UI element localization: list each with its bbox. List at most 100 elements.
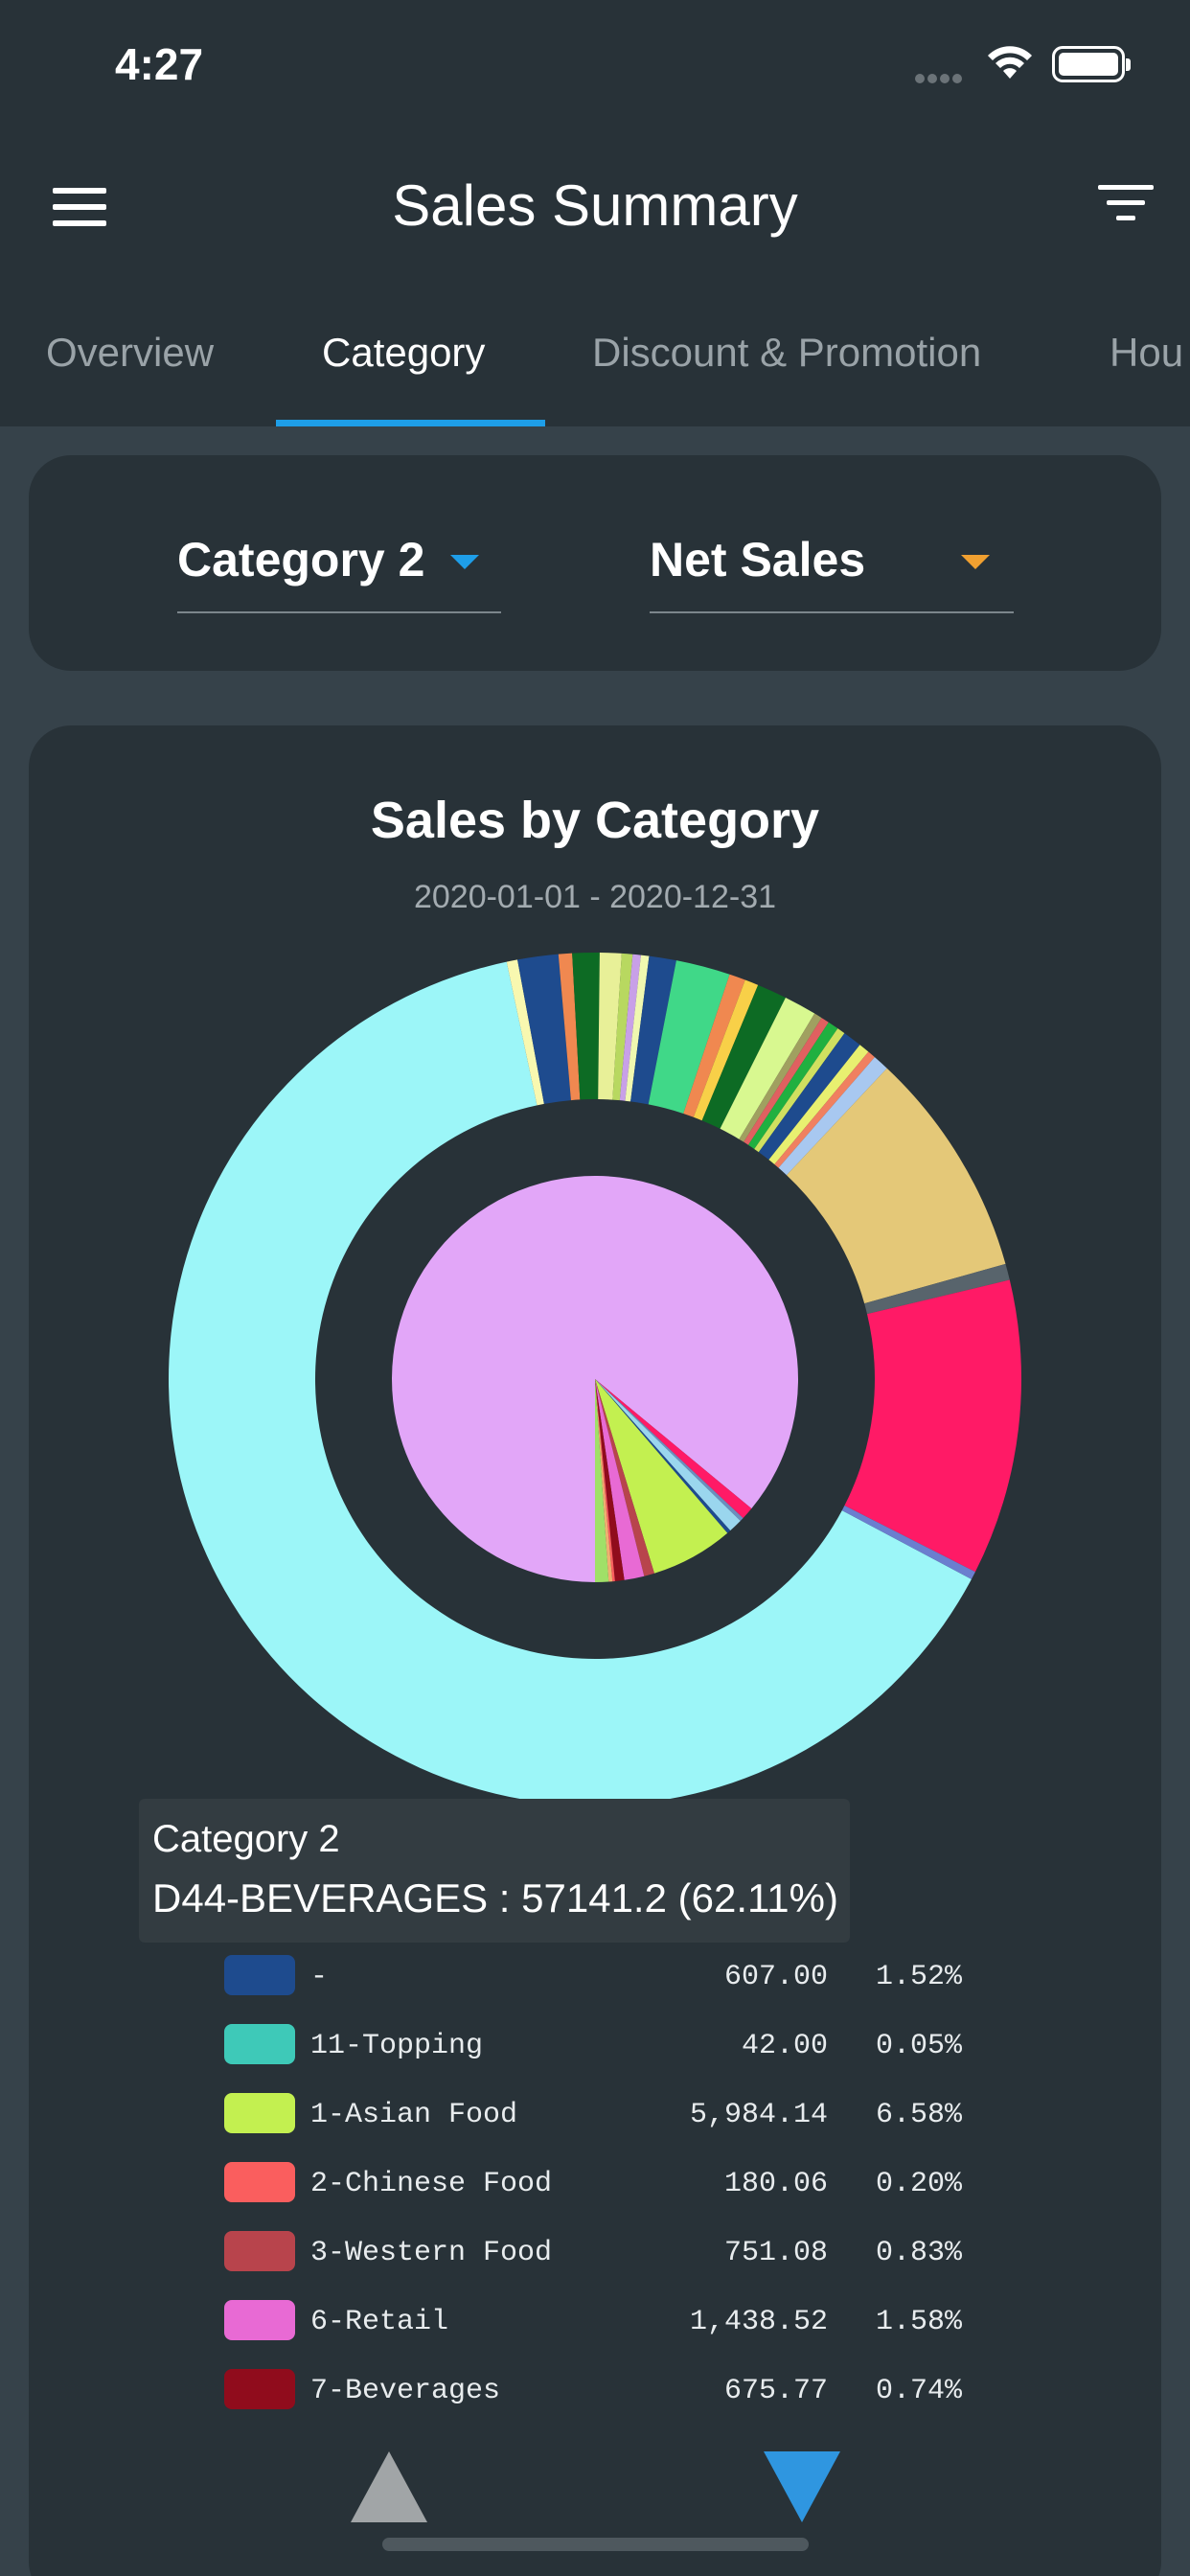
metric-dropdown[interactable]: Net Sales: [650, 532, 1014, 613]
outer-ring-slice[interactable]: [612, 953, 633, 1101]
legend-name: -: [310, 1961, 329, 1993]
outer-ring-slice[interactable]: [517, 954, 571, 1104]
legend-name: 2-Chinese Food: [310, 2168, 553, 2200]
legend-swatch: [224, 1955, 295, 1995]
legend-page-up-arrow-icon[interactable]: [351, 2451, 427, 2522]
inner-pie-slice[interactable]: [595, 1379, 615, 1582]
legend-item[interactable]: 2-Chinese Food 180.06 0.20%: [224, 2158, 991, 2206]
legend-percent: 1.58%: [875, 2306, 962, 2338]
active-tab-indicator: [276, 420, 545, 426]
legend-swatch: [224, 2369, 295, 2409]
inner-pie-slice[interactable]: [595, 1379, 741, 1531]
tooltip-value: D44-BEVERAGES : 57141.2 (62.11%): [152, 1875, 838, 1920]
tab-hourly[interactable]: Hou: [1110, 330, 1184, 375]
legend-name: 6-Retail: [310, 2306, 449, 2338]
home-indicator: [382, 2538, 809, 2551]
legend-item[interactable]: - 607.00 1.52%: [224, 1951, 991, 1999]
legend-value: 180.06: [723, 2168, 828, 2200]
tab-discount-promotion[interactable]: Discount & Promotion: [592, 330, 982, 375]
filter-icon[interactable]: [1097, 185, 1155, 231]
legend-page-down-arrow-icon[interactable]: [764, 2451, 840, 2522]
legend-item[interactable]: 11-Topping 42.00 0.05%: [224, 2020, 991, 2068]
outer-ring-slice[interactable]: [768, 1045, 869, 1164]
category-level-dropdown[interactable]: Category 2: [177, 532, 501, 613]
outer-ring-slice[interactable]: [778, 1057, 887, 1176]
legend-swatch: [224, 2024, 295, 2064]
outer-ring-slice[interactable]: [625, 954, 650, 1102]
outer-ring-slice[interactable]: [744, 1018, 829, 1145]
outer-ring-slice[interactable]: [739, 1013, 822, 1142]
tab-overview[interactable]: Overview: [46, 330, 215, 375]
outer-ring-slice[interactable]: [774, 1051, 875, 1168]
legend-swatch: [224, 2300, 295, 2340]
outer-ring-slice[interactable]: [720, 997, 815, 1139]
tab-category[interactable]: Category: [322, 330, 486, 375]
outer-ring-slice[interactable]: [693, 979, 759, 1121]
app-header: 4:27 Sales Summary Overview Category Dis…: [0, 0, 1190, 426]
outer-ring-slice[interactable]: [758, 1033, 860, 1161]
sales-donut-chart[interactable]: [29, 725, 1161, 2576]
outer-ring-slice[interactable]: [558, 953, 581, 1101]
outer-ring-slice[interactable]: [754, 1028, 845, 1153]
chart-date-range: 2020-01-01 - 2020-12-31: [413, 879, 777, 915]
inner-pie-slice[interactable]: [595, 1379, 731, 1533]
inner-pie-slice[interactable]: [595, 1379, 645, 1580]
legend-value: 607.00: [723, 1961, 828, 1993]
outer-ring-slice[interactable]: [683, 974, 745, 1117]
chart-tooltip: Category 2 D44-BEVERAGES : 57141.2 (62.1…: [139, 1799, 850, 1943]
tab-bar: Overview Category Discount & Promotion H…: [0, 316, 1190, 426]
status-time: 4:27: [115, 39, 204, 89]
inner-pie-slice[interactable]: [392, 1176, 799, 1582]
inner-pie-slice[interactable]: [595, 1379, 609, 1582]
legend-percent: 0.05%: [875, 2030, 962, 2062]
menu-icon[interactable]: [53, 188, 106, 226]
legend-percent: 0.74%: [875, 2375, 962, 2407]
legend-swatch: [224, 2093, 295, 2133]
legend-swatch: [224, 2231, 295, 2271]
outer-ring-slice[interactable]: [841, 1506, 975, 1579]
filter-card: Category 2 Net Sales: [29, 455, 1161, 671]
inner-pie-slice[interactable]: [595, 1379, 625, 1581]
legend-item[interactable]: 7-Beverages 675.77 0.74%: [224, 2365, 991, 2413]
outer-ring-slice[interactable]: [598, 953, 622, 1100]
inner-pie-slice[interactable]: [595, 1379, 654, 1576]
inner-pie-slice[interactable]: [595, 1379, 728, 1574]
chart-title: Sales by Category: [370, 792, 820, 849]
legend-item[interactable]: 1-Asian Food 5,984.14 6.58%: [224, 2089, 991, 2137]
chart-card: Sales by Category 2020-01-01 - 2020-12-3…: [29, 725, 1161, 2576]
inner-pie-slice[interactable]: [595, 1379, 613, 1582]
legend-swatch: [224, 2162, 295, 2202]
caret-down-icon: [961, 555, 990, 569]
outer-ring-slice[interactable]: [844, 1279, 1021, 1573]
inner-pie: [392, 1176, 799, 1582]
outer-ring-slice[interactable]: [506, 959, 544, 1106]
page-title: Sales Summary: [392, 173, 798, 238]
outer-ring-slice[interactable]: [786, 1068, 1006, 1304]
legend-item[interactable]: 6-Retail 1,438.52 1.58%: [224, 2296, 991, 2344]
legend-value: 675.77: [723, 2375, 828, 2407]
inner-pie-slice[interactable]: [595, 1379, 744, 1522]
outer-ring-slice[interactable]: [168, 961, 972, 1806]
legend-value: 751.08: [723, 2237, 828, 2269]
outer-ring-slice[interactable]: [630, 955, 676, 1105]
legend-item[interactable]: 3-Western Food 751.08 0.83%: [224, 2227, 991, 2275]
legend-name: 1-Asian Food: [310, 2099, 518, 2131]
outer-ring-slice[interactable]: [619, 954, 641, 1101]
outer-ring-slice[interactable]: [648, 960, 730, 1114]
legend-percent: 1.52%: [875, 1961, 962, 1993]
caret-down-icon: [450, 555, 479, 569]
outer-ring-slice[interactable]: [572, 953, 600, 1100]
category-level-value: Category 2: [177, 533, 425, 586]
outer-ring-slice[interactable]: [747, 1022, 838, 1149]
tooltip-title: Category 2: [152, 1818, 340, 1860]
legend-percent: 0.83%: [875, 2237, 962, 2269]
inner-pie-slice[interactable]: [595, 1379, 752, 1519]
outer-ring: [168, 953, 1021, 1806]
legend-percent: 0.20%: [875, 2168, 962, 2200]
legend-name: 3-Western Food: [310, 2237, 553, 2269]
legend-value: 42.00: [741, 2030, 828, 2062]
legend-percent: 6.58%: [875, 2099, 962, 2131]
outer-ring-slice[interactable]: [701, 984, 786, 1129]
legend-name: 7-Beverages: [310, 2375, 501, 2407]
outer-ring-slice[interactable]: [864, 1263, 1010, 1315]
